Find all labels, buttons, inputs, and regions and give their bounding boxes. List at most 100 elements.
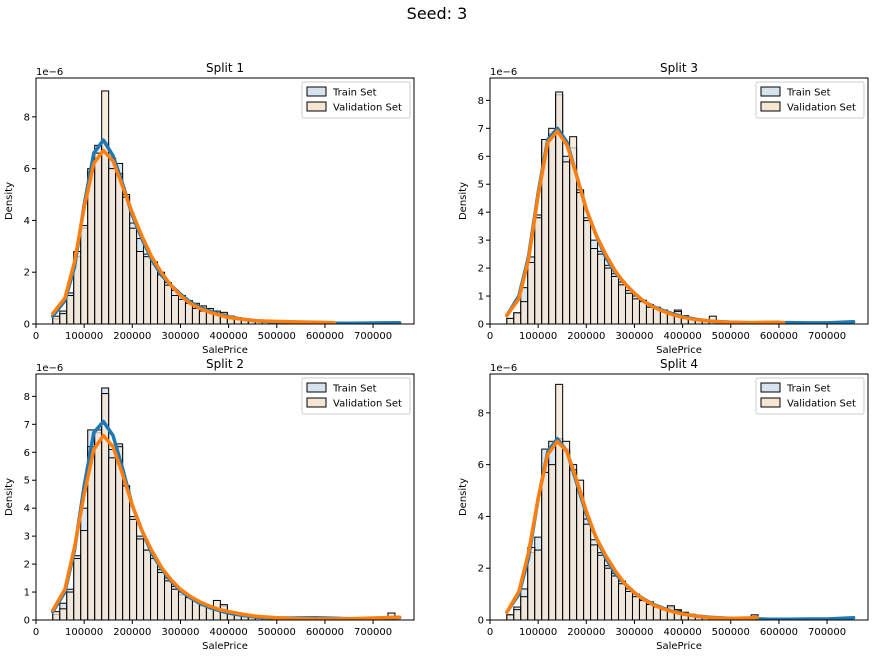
y-tick-label: 6 <box>478 460 484 471</box>
train-legend-swatch <box>306 86 327 97</box>
validation-bar <box>150 261 159 324</box>
validation-histogram <box>506 91 787 324</box>
validation-histogram <box>52 393 396 620</box>
validation-bar <box>94 152 103 324</box>
y-offset-label: 1e−6 <box>36 67 63 78</box>
validation-bar <box>198 310 207 324</box>
y-tick-label: 8 <box>24 112 30 123</box>
x-tick-label: 100000 <box>519 331 557 342</box>
validation-kde-line <box>51 433 402 620</box>
validation-bar <box>73 558 82 620</box>
validation-bar <box>184 597 193 620</box>
validation-bar <box>645 603 654 620</box>
validation-bar <box>171 295 179 324</box>
validation-bar <box>604 267 613 324</box>
subplot-split1: 0 100000 200000 300000 400000 500000 600000 700… <box>4 61 415 356</box>
validation-bar <box>541 471 550 620</box>
train-legend-swatch <box>760 382 781 393</box>
x-tick-label: 200000 <box>113 331 151 342</box>
validation-bar <box>513 312 522 324</box>
validation-bar <box>66 591 75 620</box>
y-tick-label: 3 <box>478 236 484 247</box>
validation-bar <box>534 549 543 620</box>
validation-bar <box>164 284 173 324</box>
train-legend-label: Train Set <box>786 88 831 99</box>
validation-bar <box>527 262 536 324</box>
subplot-title: Split 1 <box>206 61 244 75</box>
validation-bar <box>590 544 599 620</box>
x-axis-label: SalePrice <box>202 641 248 652</box>
validation-bar <box>520 301 529 324</box>
y-tick-label: 4 <box>478 512 484 523</box>
validation-bar <box>555 383 564 620</box>
train-legend-label: Train Set <box>786 384 831 395</box>
validation-bar <box>143 256 152 324</box>
validation-bar <box>604 567 613 620</box>
axes-frame <box>489 77 869 325</box>
validation-legend-swatch <box>760 101 781 112</box>
validation-bar <box>562 440 571 620</box>
y-tick-label: 6 <box>24 448 30 459</box>
y-axis-label: Density <box>4 478 15 516</box>
x-tick-label: 300000 <box>161 627 199 638</box>
x-tick-label: 700000 <box>808 331 846 342</box>
y-tick-label: 2 <box>478 264 484 275</box>
legend-frame <box>301 377 411 415</box>
subplot-split4: 0 100000 200000 300000 400000 500000 600000 700… <box>458 357 869 652</box>
x-tick-label: 400000 <box>210 627 248 638</box>
validation-legend-label: Validation Set <box>333 399 402 410</box>
x-tick-label: 300000 <box>615 331 653 342</box>
x-tick-label: 700000 <box>354 331 392 342</box>
y-tick-label: 0 <box>478 616 484 627</box>
validation-bar <box>611 575 620 620</box>
x-tick-label: 200000 <box>113 627 151 638</box>
validation-bar <box>80 225 89 324</box>
x-tick-label: 0 <box>33 331 39 342</box>
legend: Train Set Validation Set <box>301 377 411 415</box>
validation-bar <box>590 248 599 324</box>
train-legend-swatch <box>760 86 781 97</box>
validation-bar <box>122 196 131 324</box>
validation-legend-label: Validation Set <box>787 103 856 114</box>
validation-bar <box>177 591 186 620</box>
x-tick-label: 600000 <box>306 627 344 638</box>
validation-bar <box>66 295 75 324</box>
y-offset-label: 1e−6 <box>490 363 517 374</box>
validation-bar <box>59 313 68 324</box>
validation-legend-swatch <box>306 397 327 408</box>
validation-bar <box>143 549 152 620</box>
plot-area <box>51 90 402 324</box>
validation-bar <box>506 614 515 620</box>
validation-bar <box>597 253 606 324</box>
subplot-title: Split 2 <box>206 357 244 371</box>
y-tick-label: 7 <box>478 124 484 135</box>
x-axis-label: SalePrice <box>656 641 702 652</box>
validation-bar <box>177 298 186 324</box>
y-tick-label: 2 <box>24 560 30 571</box>
x-tick-label: 100000 <box>65 331 103 342</box>
validation-bar <box>136 250 145 324</box>
validation-bar <box>157 274 166 324</box>
x-tick-label: 0 <box>487 627 493 638</box>
validation-bar <box>569 469 578 620</box>
legend-frame <box>301 81 411 119</box>
x-tick-label: 600000 <box>760 627 798 638</box>
validation-histogram <box>52 90 340 324</box>
legend: Train Set Validation Set <box>301 81 411 119</box>
y-offset-label: 1e−6 <box>490 67 517 78</box>
y-tick-label: 4 <box>24 504 30 515</box>
validation-legend-label: Validation Set <box>787 399 856 410</box>
validation-bar <box>80 530 89 620</box>
validation-bar <box>191 307 200 324</box>
validation-bar <box>101 90 110 324</box>
validation-bar <box>108 457 117 620</box>
validation-bar <box>638 301 647 324</box>
figure-suptitle: Seed: 3 <box>407 4 468 23</box>
y-tick-label: 5 <box>478 180 484 191</box>
legend: Train Set Validation Set <box>755 377 865 415</box>
validation-bar <box>638 600 647 620</box>
validation-bar <box>108 168 117 324</box>
x-tick-label: 500000 <box>258 331 296 342</box>
x-tick-label: 500000 <box>712 627 750 638</box>
